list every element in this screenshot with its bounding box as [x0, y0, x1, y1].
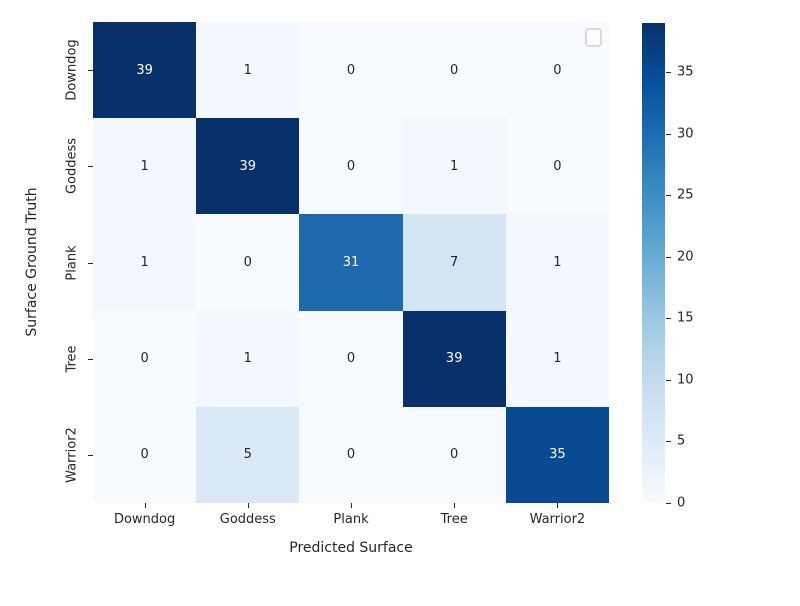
colorbar-tick-mark	[666, 133, 671, 135]
y-tick-mark	[88, 358, 93, 360]
heatmap-cell: 0	[299, 406, 403, 503]
heatmap-cell: 39	[93, 22, 197, 119]
colorbar-tick-mark	[666, 195, 671, 197]
x-tick-mark	[247, 503, 249, 508]
heatmap-cell: 0	[402, 22, 506, 119]
x-tick-mark	[454, 503, 456, 508]
heatmap-cell: 0	[299, 22, 403, 119]
colorbar-tick-mark	[666, 72, 671, 74]
empty-legend-box	[585, 28, 602, 47]
colorbar-tick-label: 35	[677, 64, 694, 80]
colorbar-tick-mark	[666, 318, 671, 320]
y-tick-label: Tree	[64, 345, 80, 373]
heatmap-cell: 35	[505, 406, 609, 503]
colorbar	[642, 23, 665, 503]
colorbar-tick-label: 15	[677, 310, 694, 326]
heatmap-cell: 1	[505, 214, 609, 311]
colorbar-tick-label: 0	[677, 495, 686, 511]
y-tick-mark	[88, 454, 93, 456]
colorbar-tick-label: 25	[677, 187, 694, 203]
y-tick-label: Goddess	[64, 138, 80, 195]
heatmap-cell: 0	[93, 310, 197, 407]
colorbar-tick-label: 10	[677, 372, 694, 388]
y-tick-mark	[88, 166, 93, 168]
heatmap-cell: 1	[505, 310, 609, 407]
colorbar-tick-mark	[666, 503, 671, 504]
colorbar-tick-mark	[666, 441, 671, 443]
heatmap-cell: 1	[93, 214, 197, 311]
heatmap-cell: 0	[196, 214, 300, 311]
heatmap-cell: 1	[196, 22, 300, 119]
y-tick-mark	[88, 262, 93, 264]
x-tick-label: Goddess	[219, 512, 276, 527]
heatmap-cell: 0	[402, 406, 506, 503]
colorbar-tick-mark	[666, 379, 671, 381]
colorbar-tick-mark	[666, 256, 671, 258]
heatmap-cell: 0	[299, 118, 403, 215]
x-tick-label: Plank	[333, 512, 369, 527]
x-tick-mark	[144, 503, 146, 508]
heatmap-cell: 1	[196, 310, 300, 407]
heatmap-cell: 0	[505, 118, 609, 215]
x-tick-mark	[557, 503, 559, 508]
colorbar-tick-label: 5	[677, 433, 686, 449]
x-tick-label: Tree	[440, 512, 468, 527]
heatmap-cell: 0	[93, 406, 197, 503]
heatmap-cell: 31	[299, 214, 403, 311]
colorbar-tick-label: 20	[677, 249, 694, 265]
y-tick-label: Downdog	[64, 39, 80, 101]
x-tick-mark	[351, 503, 352, 508]
heatmap-grid: 39 1 0 0 0 1 39 0 1 0 1 0 31 7 1 0 1 0 39 1 0 5 0 0 35	[93, 22, 609, 503]
colorbar-tick-label: 30	[677, 126, 694, 142]
x-tick-label: Downdog	[113, 512, 176, 527]
heatmap-cell: 39	[402, 310, 506, 407]
heatmap-cell: 39	[196, 118, 300, 215]
x-tick-label: Warrior2	[529, 512, 586, 527]
heatmap-cell: 5	[196, 406, 300, 503]
y-tick-mark	[88, 70, 93, 72]
heatmap-cell: 0	[299, 310, 403, 407]
y-axis-label: Surface Ground Truth	[24, 187, 40, 337]
heatmap-cell: 1	[402, 118, 506, 215]
y-tick-label: Plank	[64, 244, 80, 281]
x-axis-label: Predicted Surface	[289, 540, 413, 556]
heatmap-cell: 7	[402, 214, 506, 311]
heatmap-cell: 1	[93, 118, 197, 215]
y-tick-label: Warrior2	[64, 427, 80, 483]
